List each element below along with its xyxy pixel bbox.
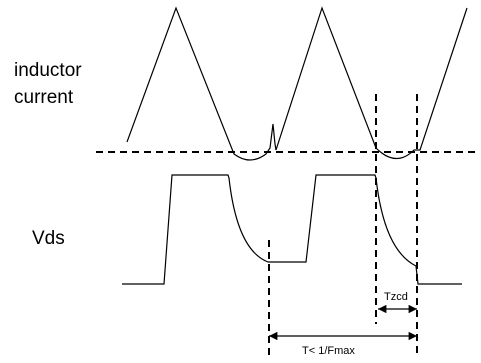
inductor-current-waveform bbox=[126, 6, 468, 161]
period-label: T< 1/Fmax bbox=[302, 345, 355, 357]
vds-waveform bbox=[122, 174, 462, 285]
inductor-current-label-line2: current bbox=[14, 87, 74, 108]
vds-label: Vds bbox=[32, 228, 65, 249]
tzcd-label: Tzcd bbox=[384, 291, 408, 303]
inductor-current-label: inductor current bbox=[14, 60, 82, 109]
inductor-current-label-line1: inductor bbox=[14, 60, 82, 81]
